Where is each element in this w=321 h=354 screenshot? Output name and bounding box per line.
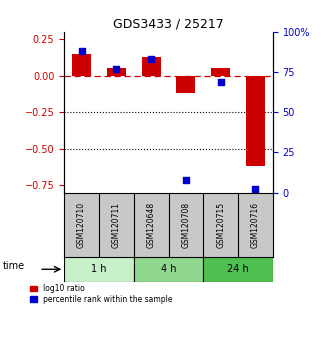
- Bar: [246, 76, 265, 166]
- Text: GSM120715: GSM120715: [216, 202, 225, 248]
- Legend: log10 ratio, percentile rank within the sample: log10 ratio, percentile rank within the …: [30, 284, 172, 304]
- Text: 1 h: 1 h: [91, 264, 107, 274]
- Point: [253, 187, 258, 192]
- Bar: [134, 257, 203, 282]
- Point: [218, 79, 223, 85]
- Text: GSM120708: GSM120708: [181, 202, 190, 248]
- Text: GSM120716: GSM120716: [251, 202, 260, 248]
- Title: GDS3433 / 25217: GDS3433 / 25217: [113, 18, 224, 31]
- Text: 24 h: 24 h: [227, 264, 249, 274]
- Bar: [203, 257, 273, 282]
- Bar: [211, 68, 230, 76]
- Bar: [107, 68, 126, 76]
- Point: [79, 48, 84, 54]
- Text: time: time: [3, 261, 25, 271]
- Point: [114, 66, 119, 72]
- Point: [149, 56, 154, 62]
- Text: GSM120648: GSM120648: [147, 202, 156, 248]
- Text: GSM120710: GSM120710: [77, 202, 86, 248]
- Bar: [72, 54, 91, 76]
- Bar: [176, 76, 195, 93]
- Bar: [64, 257, 134, 282]
- Bar: [142, 57, 161, 76]
- Point: [183, 177, 188, 183]
- Text: GSM120711: GSM120711: [112, 202, 121, 248]
- Text: 4 h: 4 h: [161, 264, 176, 274]
